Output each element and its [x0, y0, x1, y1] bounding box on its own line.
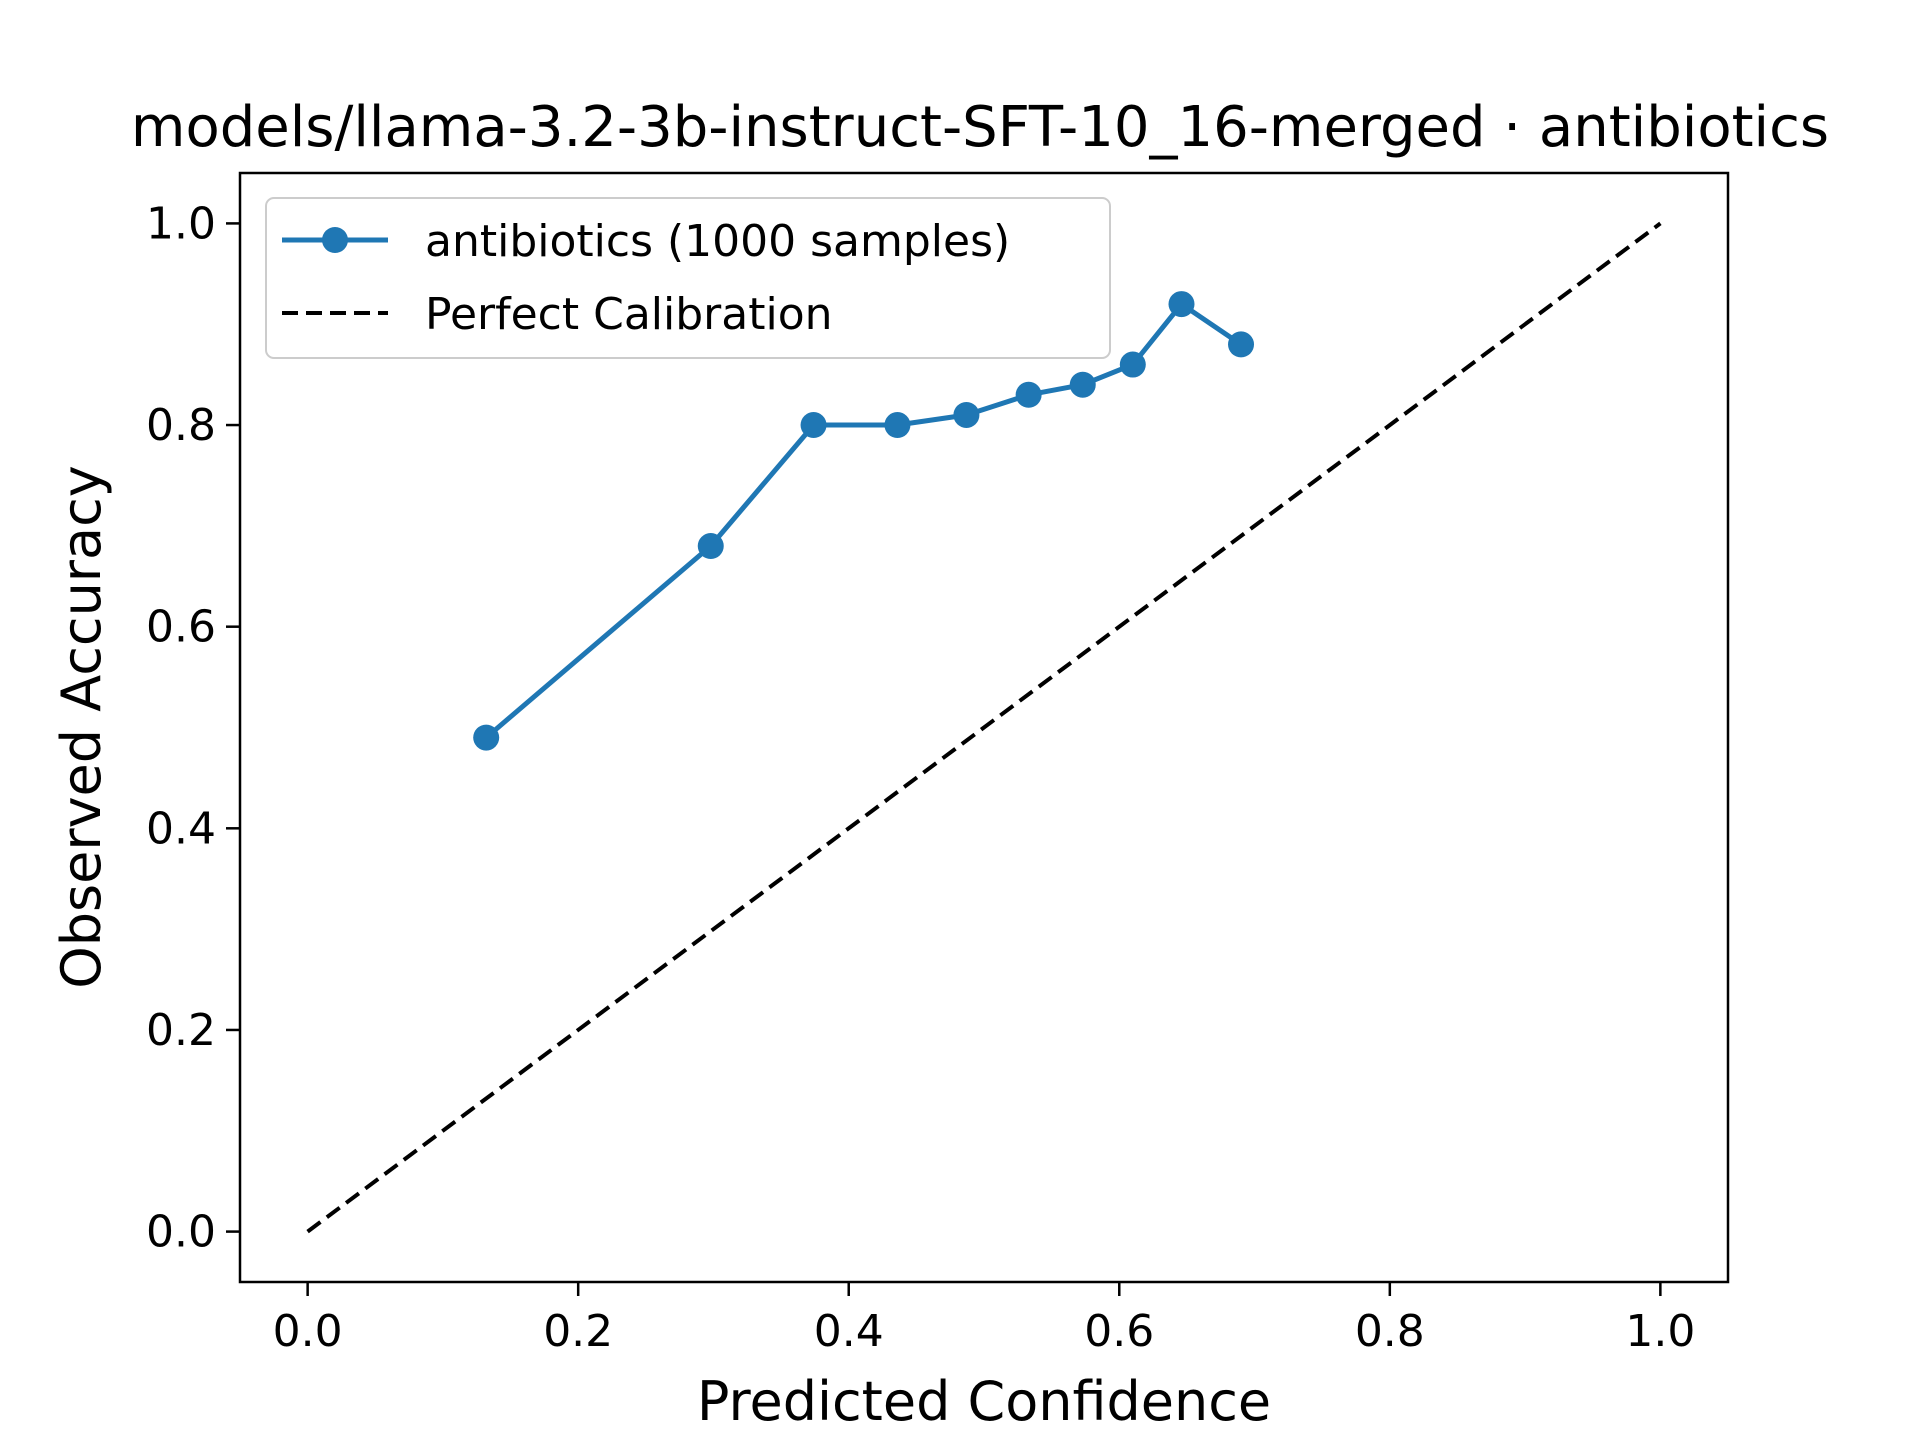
series-line-antibiotics	[484, 301, 1243, 740]
x-tick-label: 0.2	[543, 1306, 613, 1357]
data-point	[1015, 381, 1042, 408]
y-tick-label: 1.0	[146, 198, 216, 249]
data-point	[1119, 351, 1146, 378]
y-tick-label: 0.0	[146, 1207, 216, 1258]
legend-marker-antibiotics	[322, 227, 348, 253]
data-point	[884, 412, 911, 439]
data-point	[1228, 331, 1255, 358]
data-point	[697, 533, 724, 560]
legend-box	[265, 197, 1111, 359]
plot-area-frame	[238, 171, 1730, 1284]
data-point	[800, 412, 827, 439]
y-tick-label: 0.6	[146, 602, 216, 653]
x-axis-label: Predicted Confidence	[697, 1370, 1271, 1433]
data-point	[1168, 291, 1195, 318]
chart-title: models/llama-3.2-3b-instruct-SFT-10_16-m…	[131, 95, 1829, 160]
data-point	[1069, 371, 1096, 398]
x-tick-label: 0.4	[814, 1306, 884, 1357]
y-axis-label: Observed Accuracy	[50, 465, 113, 989]
x-tick-label: 1.0	[1625, 1306, 1695, 1357]
legend: antibiotics (1000 samples) Perfect Calib…	[265, 197, 1111, 359]
x-tick-label: 0.6	[1084, 1306, 1154, 1357]
y-tick-label: 0.2	[146, 1005, 216, 1056]
y-axis-ticks: 0.0 0.2 0.4 0.6 0.8 1.0	[146, 198, 240, 1258]
series-layer	[306, 221, 1662, 1234]
y-tick-label: 0.4	[146, 803, 216, 854]
legend-label-antibiotics: antibiotics (1000 samples)	[425, 216, 1010, 267]
y-tick-label: 0.8	[146, 400, 216, 451]
x-tick-label: 0.0	[273, 1306, 343, 1357]
x-tick-label: 0.8	[1355, 1306, 1425, 1357]
x-axis-ticks: 0.0 0.2 0.4 0.6 0.8 1.0	[273, 1282, 1695, 1357]
legend-label-perfect-calibration: Perfect Calibration	[425, 289, 833, 340]
perfect-calibration-line	[306, 221, 1662, 1234]
data-point	[473, 724, 500, 751]
data-point	[953, 401, 980, 428]
